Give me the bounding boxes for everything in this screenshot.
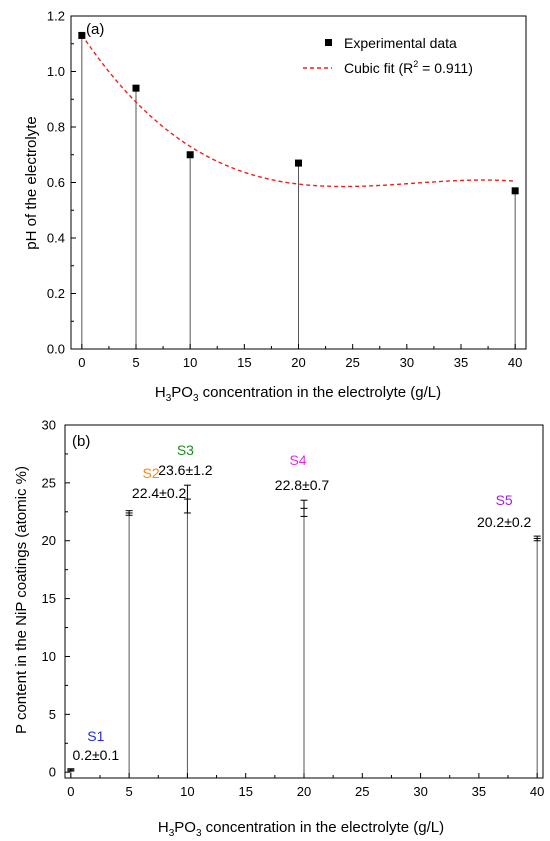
sample-name-label: S2 bbox=[143, 465, 160, 481]
sample-value-label: 0.2±0.1 bbox=[73, 747, 120, 763]
y-tick-label: 0.8 bbox=[47, 120, 65, 135]
error-bar bbox=[300, 499, 308, 517]
sample-name-label: S1 bbox=[87, 728, 104, 744]
x-axis-ticks: 0 5 10 15 20 25 30 35 40 bbox=[78, 344, 522, 370]
x-tick-label: 40 bbox=[530, 784, 544, 799]
sample-name-label: S4 bbox=[289, 452, 306, 468]
legend-label-fit: Cubic fit (R2 = 0.911) bbox=[344, 59, 473, 76]
y-axis-title: pH of the electrolyte bbox=[23, 116, 40, 249]
y-tick-label: 0.0 bbox=[47, 342, 65, 357]
y-tick-label: 1.0 bbox=[47, 64, 65, 79]
sample-value-label: 23.6±1.2 bbox=[158, 462, 213, 478]
data-point bbox=[511, 187, 519, 195]
x-tick-label: 15 bbox=[238, 784, 252, 799]
sample-value-label: 22.4±0.2 bbox=[132, 485, 187, 501]
data-points bbox=[78, 31, 519, 195]
x-tick-label: 30 bbox=[400, 355, 414, 370]
x-tick-label: 5 bbox=[132, 355, 139, 370]
y-tick-label: 1.2 bbox=[47, 9, 65, 24]
x-tick-label: 35 bbox=[472, 784, 486, 799]
x-tick-label: 0 bbox=[78, 355, 85, 370]
x-axis-title: H3PO3 concentration in the electrolyte (… bbox=[158, 819, 444, 839]
data-point bbox=[295, 159, 302, 167]
x-tick-label: 25 bbox=[355, 784, 369, 799]
x-axis-ticks: 0 5 10 15 20 25 30 35 40 bbox=[67, 773, 544, 799]
chart-panel-a: 0 5 10 15 20 25 30 35 40 0.0 0.2 0.4 0.6 0.8 1.0 1.2 (… bbox=[23, 9, 527, 404]
y-tick-label: 30 bbox=[42, 418, 56, 433]
x-tick-label: 10 bbox=[180, 784, 194, 799]
drop-lines bbox=[81, 35, 516, 349]
sample-name-label: S5 bbox=[496, 492, 513, 508]
sample-value-label: 22.8±0.7 bbox=[275, 477, 330, 493]
error-bars bbox=[67, 484, 541, 772]
x-tick-label: 0 bbox=[67, 784, 74, 799]
panel-label: (a) bbox=[86, 21, 104, 38]
y-axis-ticks: 0.0 0.2 0.4 0.6 0.8 1.0 1.2 bbox=[47, 9, 76, 357]
x-tick-label: 30 bbox=[413, 784, 427, 799]
data-point bbox=[132, 84, 140, 92]
x-tick-label: 35 bbox=[454, 355, 468, 370]
x-tick-label: 15 bbox=[237, 355, 251, 370]
sample-value-label: 20.2±0.2 bbox=[477, 514, 532, 530]
legend-marker-experimental bbox=[325, 39, 332, 46]
y-tick-label: 0.4 bbox=[47, 231, 65, 246]
data-point bbox=[186, 151, 194, 159]
y-tick-label: 0.6 bbox=[47, 175, 65, 190]
y-tick-label: 10 bbox=[42, 649, 56, 664]
error-bar bbox=[67, 768, 75, 772]
y-axis-ticks: 0 5 10 15 20 25 30 bbox=[42, 418, 70, 780]
error-bar bbox=[533, 535, 541, 542]
x-tick-label: 25 bbox=[345, 355, 359, 370]
cubic-fit-line bbox=[81, 34, 516, 188]
bar-drop-lines bbox=[70, 499, 538, 778]
sample-annotations: S1 0.2±0.1 S2 22.4±0.2 S3 23.6±1.2 S4 22.8±0.7 S… bbox=[73, 442, 532, 763]
chart-panel-b: S1 0.2±0.1 S2 22.4±0.2 S3 23.6±1.2 S4 22.8±0.7 S… bbox=[13, 418, 544, 840]
error-bar bbox=[183, 484, 191, 514]
y-tick-label: 5 bbox=[49, 707, 56, 722]
y-tick-label: 15 bbox=[42, 591, 56, 606]
x-tick-label: 40 bbox=[508, 355, 522, 370]
sample-name-label: S3 bbox=[177, 442, 194, 458]
y-tick-label: 0.2 bbox=[47, 286, 65, 301]
legend-label-experimental: Experimental data bbox=[344, 35, 457, 51]
panel-label: (b) bbox=[72, 433, 90, 450]
data-point bbox=[78, 31, 86, 39]
x-tick-label: 20 bbox=[291, 355, 305, 370]
y-axis-title: P content in the NiP coatings (atomic %) bbox=[13, 466, 30, 734]
x-tick-label: 5 bbox=[126, 784, 133, 799]
x-tick-label: 20 bbox=[297, 784, 311, 799]
y-tick-label: 20 bbox=[42, 533, 56, 548]
x-tick-label: 10 bbox=[183, 355, 197, 370]
y-tick-label: 0 bbox=[49, 765, 56, 780]
x-axis-title: H3PO3 concentration in the electrolyte (… bbox=[155, 384, 441, 404]
legend: Experimental data Cubic fit (R2 = 0.911) bbox=[303, 35, 473, 76]
y-tick-label: 25 bbox=[42, 475, 56, 490]
error-bar bbox=[125, 510, 133, 516]
